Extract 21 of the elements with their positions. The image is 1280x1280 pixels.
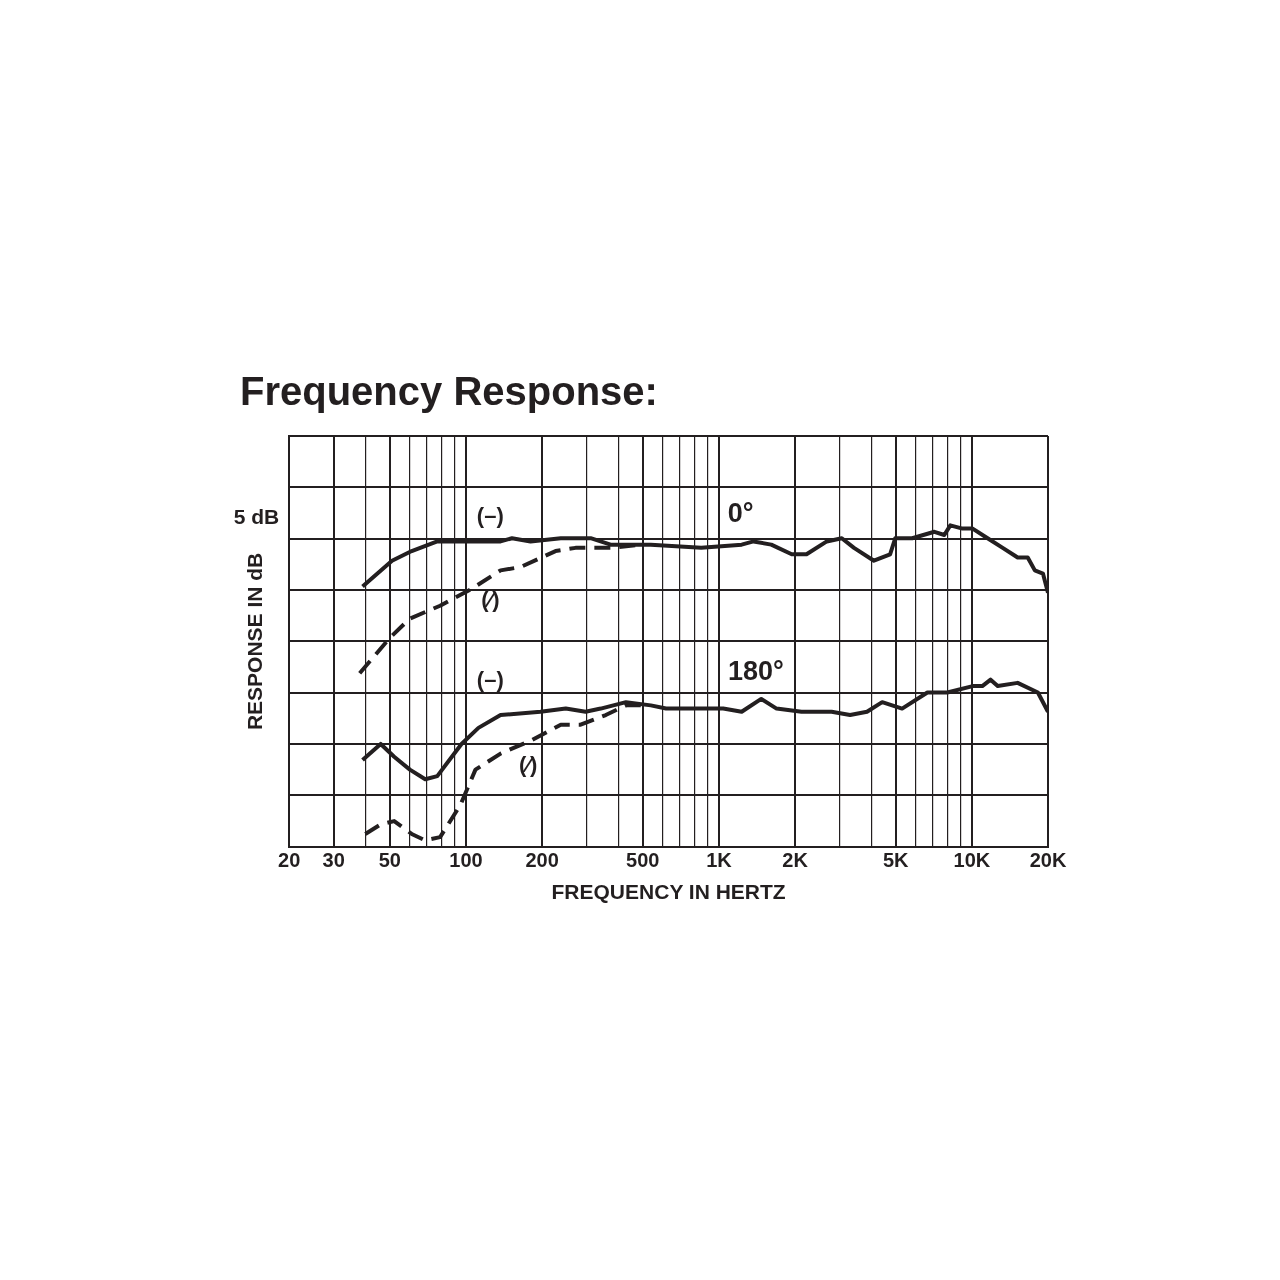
x-tick-label: 5K — [882, 849, 910, 872]
series-label: (–) — [476, 667, 504, 693]
x-tick-label: 30 — [322, 849, 345, 872]
text: 5 dB — [233, 504, 280, 528]
x-tick-label: 500 — [626, 849, 660, 872]
series-label: (⁄) — [481, 586, 500, 612]
x-axis-title: FREQUENCY IN HERTZ — [551, 880, 786, 904]
chart-title: Frequency Response: — [240, 369, 658, 414]
x-tick-label: 100 — [449, 849, 483, 872]
x-tick-label: 50 — [378, 849, 401, 872]
annotation: 180° — [727, 655, 784, 686]
series-label: (⁄) — [519, 751, 538, 777]
y-axis-title: RESPONSE IN dB — [243, 552, 267, 731]
x-tick-label: 2K — [782, 849, 809, 872]
annotation: 0° — [727, 498, 754, 529]
series-label: (–) — [476, 503, 504, 529]
x-tick-label: 10K — [953, 849, 991, 872]
x-tick-label: 200 — [525, 849, 559, 872]
x-tick-label: 20 — [278, 849, 301, 872]
x-tick-label: 1K — [706, 849, 733, 872]
x-tick-label: 20K — [1029, 849, 1067, 872]
